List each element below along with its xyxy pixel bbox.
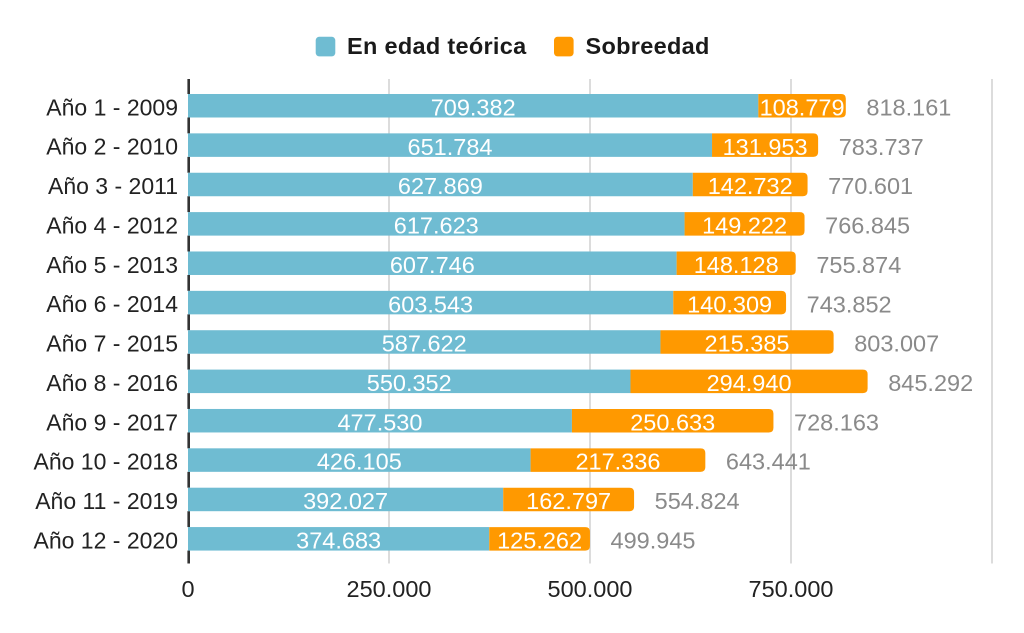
svg-text:294.940: 294.940 — [707, 370, 792, 396]
svg-text:550.352: 550.352 — [367, 370, 452, 396]
svg-text:587.622: 587.622 — [382, 331, 467, 357]
svg-text:148.128: 148.128 — [694, 252, 779, 278]
svg-text:131.953: 131.953 — [723, 134, 808, 160]
svg-text:603.543: 603.543 — [388, 291, 473, 317]
svg-text:743.852: 743.852 — [807, 291, 892, 317]
svg-text:617.623: 617.623 — [394, 213, 479, 239]
svg-text:Año 8 - 2016: Año 8 - 2016 — [46, 370, 178, 396]
svg-text:392.027: 392.027 — [303, 488, 388, 514]
svg-text:607.746: 607.746 — [390, 252, 475, 278]
svg-text:Año 12 - 2020: Año 12 - 2020 — [33, 527, 178, 553]
svg-text:0: 0 — [181, 576, 194, 602]
svg-text:162.797: 162.797 — [526, 488, 611, 514]
svg-text:140.309: 140.309 — [687, 291, 772, 317]
svg-text:709.382: 709.382 — [431, 94, 516, 120]
svg-text:766.845: 766.845 — [825, 213, 910, 239]
svg-text:499.945: 499.945 — [611, 527, 696, 553]
svg-text:728.163: 728.163 — [794, 409, 879, 435]
svg-text:Año 11 - 2019: Año 11 - 2019 — [35, 488, 178, 514]
svg-text:783.737: 783.737 — [839, 134, 924, 160]
svg-text:770.601: 770.601 — [828, 173, 913, 199]
svg-text:Año 6 - 2014: Año 6 - 2014 — [46, 291, 178, 317]
svg-text:Sobreedad: Sobreedad — [586, 33, 710, 59]
svg-text:500.000: 500.000 — [548, 576, 633, 602]
svg-text:250.000: 250.000 — [347, 576, 432, 602]
svg-text:818.161: 818.161 — [866, 94, 951, 120]
svg-text:149.222: 149.222 — [702, 213, 787, 239]
svg-text:108.779: 108.779 — [760, 94, 845, 120]
svg-text:125.262: 125.262 — [497, 527, 582, 553]
svg-text:651.784: 651.784 — [408, 134, 493, 160]
svg-text:Año 5 - 2013: Año 5 - 2013 — [46, 252, 178, 278]
svg-text:426.105: 426.105 — [317, 449, 402, 475]
svg-text:643.441: 643.441 — [726, 449, 811, 475]
svg-text:250.633: 250.633 — [630, 409, 715, 435]
svg-text:217.336: 217.336 — [575, 449, 660, 475]
svg-text:374.683: 374.683 — [296, 527, 381, 553]
svg-text:En edad teórica: En edad teórica — [347, 33, 527, 59]
svg-text:215.385: 215.385 — [705, 331, 790, 357]
svg-text:755.874: 755.874 — [816, 252, 901, 278]
svg-text:Año 10 - 2018: Año 10 - 2018 — [33, 449, 178, 475]
svg-text:554.824: 554.824 — [655, 488, 740, 514]
svg-text:845.292: 845.292 — [888, 370, 973, 396]
svg-text:Año 7 - 2015: Año 7 - 2015 — [46, 331, 178, 357]
svg-text:Año 9 - 2017: Año 9 - 2017 — [46, 409, 178, 435]
svg-text:627.869: 627.869 — [398, 173, 483, 199]
svg-text:142.732: 142.732 — [708, 173, 793, 199]
svg-text:Año 1 - 2009: Año 1 - 2009 — [46, 94, 178, 120]
svg-text:Año 4 - 2012: Año 4 - 2012 — [46, 212, 178, 238]
svg-text:Año 2 - 2010: Año 2 - 2010 — [46, 134, 178, 160]
svg-text:Año 3 - 2011: Año 3 - 2011 — [48, 173, 178, 199]
svg-text:803.007: 803.007 — [854, 331, 939, 357]
svg-text:477.530: 477.530 — [337, 409, 422, 435]
svg-text:750.000: 750.000 — [749, 576, 834, 602]
